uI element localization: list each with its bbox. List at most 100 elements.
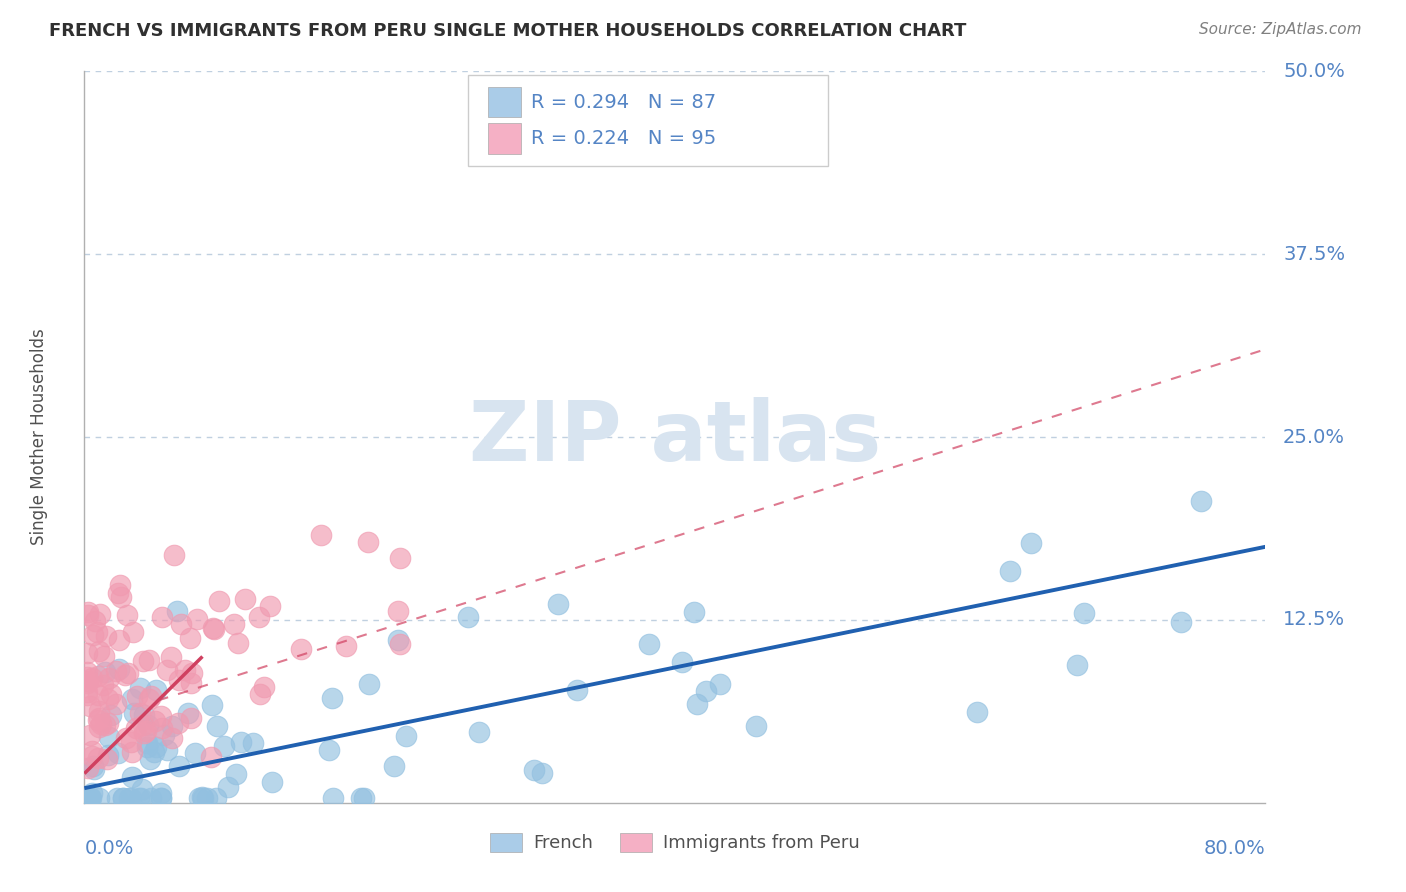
Point bbox=[125, 721, 148, 735]
Text: 0.0%: 0.0% bbox=[84, 839, 134, 858]
FancyBboxPatch shape bbox=[468, 75, 828, 167]
Point bbox=[97, 716, 120, 731]
Point bbox=[141, 791, 163, 805]
Point bbox=[98, 671, 121, 685]
Point bbox=[90, 717, 112, 731]
Point bbox=[77, 791, 100, 805]
Text: Source: ZipAtlas.com: Source: ZipAtlas.com bbox=[1198, 22, 1361, 37]
Point bbox=[87, 644, 110, 658]
Point bbox=[225, 766, 247, 780]
Point bbox=[86, 625, 108, 640]
Point bbox=[389, 637, 412, 651]
Point bbox=[121, 745, 143, 759]
Point bbox=[695, 683, 717, 698]
Point bbox=[132, 708, 155, 723]
Point bbox=[79, 791, 101, 805]
Point bbox=[97, 692, 120, 706]
Text: 80.0%: 80.0% bbox=[1204, 839, 1265, 858]
Point bbox=[160, 649, 183, 664]
Point bbox=[105, 665, 128, 679]
Point bbox=[226, 635, 249, 649]
Point bbox=[97, 748, 120, 763]
Point bbox=[117, 607, 139, 622]
Point bbox=[191, 789, 214, 804]
Point bbox=[84, 614, 107, 628]
Text: 12.5%: 12.5% bbox=[1284, 610, 1346, 630]
Point bbox=[76, 670, 98, 684]
Point bbox=[149, 791, 172, 805]
Point bbox=[467, 725, 489, 739]
Point bbox=[110, 591, 132, 605]
Point bbox=[82, 759, 104, 773]
Point bbox=[162, 731, 184, 745]
Text: Single Mother Households: Single Mother Households bbox=[31, 329, 48, 545]
Point bbox=[522, 763, 544, 777]
Point bbox=[150, 610, 173, 624]
Point bbox=[217, 780, 239, 794]
Point bbox=[93, 718, 115, 732]
Point bbox=[249, 687, 271, 701]
Point bbox=[86, 713, 108, 727]
Text: R = 0.224   N = 95: R = 0.224 N = 95 bbox=[531, 129, 716, 148]
Legend: French, Immigrants from Peru: French, Immigrants from Peru bbox=[482, 826, 868, 860]
Point bbox=[149, 709, 172, 723]
Point bbox=[112, 791, 135, 805]
Point bbox=[76, 646, 98, 660]
Point bbox=[135, 723, 157, 738]
FancyBboxPatch shape bbox=[488, 87, 522, 118]
Point bbox=[77, 605, 100, 619]
Point bbox=[80, 791, 103, 805]
Point bbox=[127, 689, 149, 703]
Point bbox=[77, 674, 100, 689]
Point bbox=[389, 550, 412, 565]
Point bbox=[120, 791, 142, 805]
Point bbox=[233, 592, 256, 607]
Point bbox=[998, 564, 1021, 578]
Point bbox=[122, 706, 145, 721]
Point bbox=[150, 721, 173, 735]
Point bbox=[120, 735, 142, 749]
Point bbox=[76, 665, 98, 679]
Point bbox=[167, 673, 190, 687]
Point bbox=[135, 736, 157, 750]
Text: ZIP atlas: ZIP atlas bbox=[468, 397, 882, 477]
Point bbox=[686, 697, 709, 711]
Point bbox=[202, 623, 225, 637]
Point bbox=[82, 748, 104, 763]
Point bbox=[745, 718, 768, 732]
Point bbox=[98, 730, 121, 744]
Point bbox=[966, 706, 988, 720]
Point bbox=[80, 787, 103, 801]
Point bbox=[143, 714, 166, 728]
Text: 37.5%: 37.5% bbox=[1284, 244, 1346, 264]
Point bbox=[114, 668, 136, 682]
Text: R = 0.294   N = 87: R = 0.294 N = 87 bbox=[531, 93, 716, 112]
Point bbox=[212, 739, 235, 754]
Point bbox=[131, 782, 153, 797]
Point bbox=[128, 706, 150, 720]
Point bbox=[91, 678, 114, 692]
Text: 25.0%: 25.0% bbox=[1284, 427, 1346, 447]
Point bbox=[318, 743, 340, 757]
Point bbox=[105, 791, 128, 805]
Point bbox=[87, 688, 110, 702]
Point bbox=[187, 791, 209, 805]
Point bbox=[149, 786, 172, 800]
Point bbox=[156, 663, 179, 677]
Point bbox=[145, 740, 167, 755]
Point bbox=[253, 680, 276, 694]
Point bbox=[128, 791, 150, 805]
Point bbox=[87, 751, 110, 765]
Point bbox=[138, 752, 160, 766]
Point bbox=[262, 775, 284, 789]
Point bbox=[357, 534, 380, 549]
Point bbox=[145, 682, 167, 697]
Point bbox=[104, 698, 127, 712]
Point bbox=[77, 791, 100, 805]
Point bbox=[108, 633, 131, 648]
Point bbox=[179, 631, 201, 645]
Point bbox=[93, 649, 115, 664]
Point bbox=[1066, 658, 1088, 673]
Point bbox=[197, 791, 219, 805]
Point bbox=[107, 585, 129, 599]
